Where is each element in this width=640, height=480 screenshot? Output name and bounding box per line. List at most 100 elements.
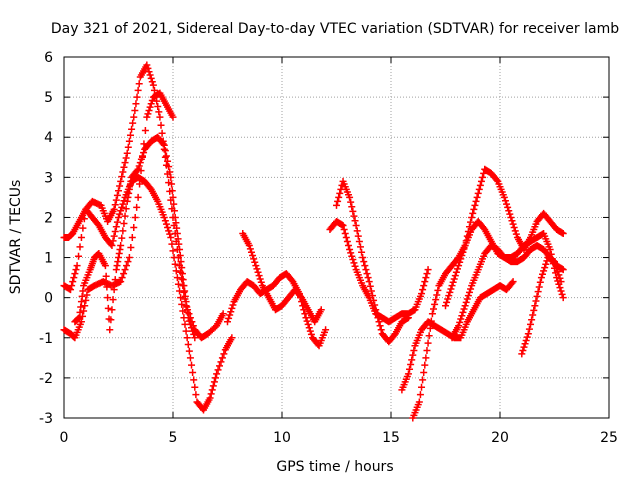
data-point (523, 333, 531, 341)
data-point (227, 308, 235, 316)
data-point (206, 394, 214, 402)
data-point (135, 80, 143, 88)
data-point (537, 274, 545, 282)
data-point (189, 369, 197, 377)
data-point (542, 260, 550, 268)
data-point (169, 193, 177, 201)
data-point (161, 217, 169, 225)
data-point (119, 168, 127, 176)
data-point (161, 153, 169, 161)
data-point (500, 193, 508, 201)
data-point (559, 229, 567, 237)
data-point (127, 244, 135, 252)
y-tick-label: 3 (44, 170, 53, 186)
data-point (512, 230, 520, 238)
data-point (335, 193, 343, 201)
series-pass-3 (60, 173, 236, 414)
data-point (353, 227, 361, 235)
data-point (160, 141, 168, 149)
data-point (472, 197, 480, 205)
data-point (404, 314, 412, 322)
data-point (179, 307, 187, 315)
data-point (130, 113, 138, 121)
data-point (184, 314, 192, 322)
data-point (146, 71, 154, 79)
data-point (143, 113, 151, 121)
data-point (155, 108, 163, 116)
data-point (522, 336, 530, 344)
data-point (186, 354, 194, 362)
data-point (177, 258, 185, 266)
data-point (557, 287, 565, 295)
data-point (136, 159, 144, 167)
data-point (177, 294, 185, 302)
series-pass-5 (224, 270, 330, 350)
data-point (464, 292, 472, 300)
data-point (418, 290, 426, 298)
data-point (160, 213, 168, 221)
data-point (546, 246, 554, 254)
data-point (347, 249, 355, 257)
data-point (225, 314, 233, 322)
data-point (350, 259, 358, 267)
data-point (447, 285, 455, 293)
data-point (470, 205, 478, 213)
data-point (113, 218, 121, 226)
data-point (511, 227, 519, 235)
data-point (168, 180, 176, 188)
data-point (121, 212, 129, 220)
x-tick-label: 5 (169, 430, 178, 446)
data-point (76, 243, 84, 251)
data-point (377, 326, 385, 334)
data-point (444, 295, 452, 303)
data-point (118, 203, 126, 211)
data-point (170, 254, 178, 262)
data-point (475, 185, 483, 193)
data-point (116, 210, 124, 218)
data-point (102, 272, 110, 280)
data-point (420, 369, 428, 377)
data-point (111, 227, 119, 235)
data-point (426, 324, 434, 332)
y-tick-label: 5 (44, 90, 53, 106)
axis-ticks: 0 5 10 15 20 25 -3 -2 -1 0 1 2 3 4 5 6 (39, 50, 618, 446)
data-point (424, 339, 432, 347)
data-point (303, 317, 311, 325)
data-point (125, 254, 133, 262)
data-point (117, 242, 125, 250)
data-point (463, 295, 471, 303)
data-point (122, 205, 130, 213)
data-point (158, 129, 166, 137)
x-tick-label: 15 (382, 430, 400, 446)
data-point (79, 224, 87, 232)
data-point (418, 383, 426, 391)
data-point (531, 302, 539, 310)
data-point (519, 346, 527, 354)
data-point (170, 207, 178, 215)
data-point (539, 270, 547, 278)
series-pass-4 (71, 133, 199, 342)
data-point (508, 217, 516, 225)
data-point (67, 286, 75, 294)
data-point (103, 283, 111, 291)
data-point (340, 225, 348, 233)
data-point (360, 258, 368, 266)
data-point (128, 234, 136, 241)
data-point (446, 288, 454, 296)
data-point (410, 346, 418, 354)
data-point (191, 383, 199, 391)
data-point (520, 343, 528, 351)
data-point (518, 350, 526, 358)
data-point (445, 292, 453, 300)
data-point (124, 143, 132, 151)
data-point (161, 147, 169, 155)
data-point (110, 205, 118, 213)
data-point (527, 320, 535, 328)
data-point (189, 327, 197, 335)
series-pass-8 (333, 177, 412, 346)
data-point (131, 213, 139, 221)
data-point (477, 177, 485, 185)
data-point (178, 270, 186, 278)
data-point (111, 201, 119, 209)
data-point (191, 334, 199, 342)
